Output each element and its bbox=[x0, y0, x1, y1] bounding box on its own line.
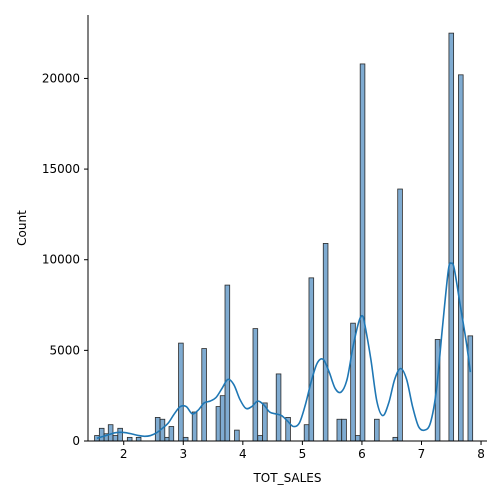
histogram-bar-7 bbox=[135, 436, 142, 442]
histogram-bar-39 bbox=[467, 335, 474, 442]
histogram-bar-4 bbox=[112, 435, 119, 442]
histogram-bar-34 bbox=[392, 436, 399, 442]
histogram-bar-26 bbox=[308, 277, 315, 442]
histogram-bar-32 bbox=[359, 63, 366, 442]
y-tick-label-20000: 20000 bbox=[42, 71, 80, 85]
x-tick-label-4: 4 bbox=[239, 447, 247, 461]
kde-curve bbox=[96, 262, 472, 440]
histogram-bar-5 bbox=[117, 427, 123, 442]
x-ticks-layer: 2 3 4 5 6 7 8 bbox=[120, 441, 485, 461]
histogram-bar-23 bbox=[275, 373, 282, 442]
y-ticks-layer: 0 5000 10000 15000 20000 bbox=[42, 71, 88, 448]
histogram-bar-11 bbox=[168, 426, 175, 442]
x-tick-label-2: 2 bbox=[120, 447, 128, 461]
kde-layer bbox=[96, 262, 472, 440]
y-tick-label-0: 0 bbox=[72, 434, 80, 448]
bars-layer bbox=[94, 32, 474, 442]
histogram-bar-12 bbox=[178, 342, 184, 442]
axes-layer bbox=[87, 15, 487, 442]
histogram-bar-37 bbox=[448, 32, 455, 442]
histogram-bar-27 bbox=[322, 243, 329, 442]
histogram-bar-25 bbox=[303, 424, 310, 442]
x-tick-label-3: 3 bbox=[179, 447, 187, 461]
histogram-bar-14 bbox=[191, 411, 198, 442]
histogram-bar-18 bbox=[224, 284, 231, 442]
y-tick-label-10000: 10000 bbox=[42, 253, 80, 267]
histogram-bar-8 bbox=[154, 417, 161, 442]
y-tick-label-5000: 5000 bbox=[49, 343, 80, 357]
x-tick-label-5: 5 bbox=[299, 447, 307, 461]
histogram-bar-31 bbox=[355, 435, 361, 442]
histogram-bar-17 bbox=[219, 395, 226, 442]
histogram-bar-1 bbox=[98, 427, 105, 442]
histogram-bar-28 bbox=[336, 418, 343, 442]
histogram-bar-13 bbox=[182, 436, 189, 442]
y-axis-label: Count bbox=[15, 210, 29, 246]
histogram-bar-20 bbox=[252, 328, 259, 442]
x-axis-label: TOT_SALES bbox=[252, 471, 321, 485]
x-tick-label-8: 8 bbox=[477, 447, 485, 461]
histogram-bar-19 bbox=[234, 429, 240, 442]
histogram-bar-33 bbox=[374, 418, 380, 442]
histogram-bar-15 bbox=[201, 348, 207, 442]
histogram-bar-21 bbox=[257, 435, 263, 442]
histogram-bar-38 bbox=[458, 74, 464, 442]
histogram-bar-29 bbox=[341, 418, 347, 442]
x-tick-label-7: 7 bbox=[418, 447, 426, 461]
y-tick-label-15000: 15000 bbox=[42, 162, 80, 176]
histogram-bar-6 bbox=[126, 436, 133, 442]
x-tick-label-6: 6 bbox=[358, 447, 366, 461]
histogram-bar-35 bbox=[397, 188, 403, 442]
